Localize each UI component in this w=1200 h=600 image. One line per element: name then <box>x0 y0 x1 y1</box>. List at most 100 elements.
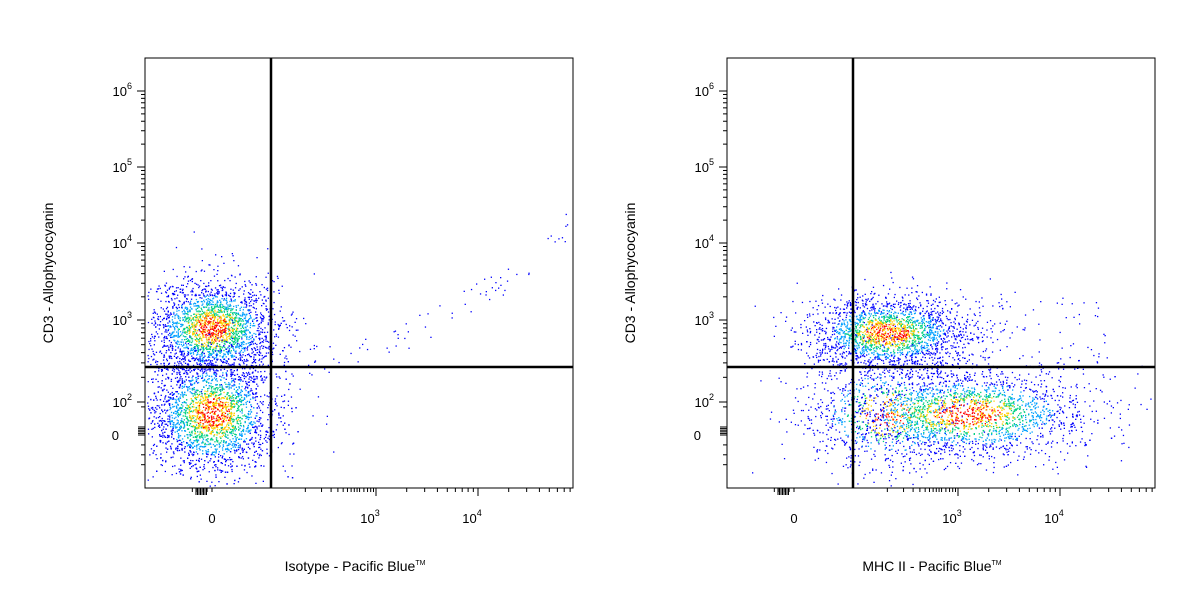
event-dot <box>247 387 249 389</box>
event-dot <box>149 454 151 456</box>
event-dot <box>180 464 182 466</box>
event-dot <box>179 288 181 290</box>
event-dot <box>173 326 175 329</box>
event-dot <box>207 398 209 401</box>
event-dot <box>196 301 198 303</box>
event-dot <box>199 364 201 366</box>
event-dot <box>183 352 185 354</box>
event-dot <box>217 387 219 389</box>
event-dot <box>193 328 195 330</box>
event-dot <box>224 308 226 310</box>
event-dot <box>223 388 225 390</box>
event-dot <box>240 377 242 379</box>
event-dot <box>228 326 230 328</box>
event-dot <box>215 404 217 406</box>
event-dot <box>233 370 235 372</box>
event-dot <box>201 343 204 345</box>
event-dot <box>186 298 188 300</box>
event-dot <box>181 409 183 412</box>
event-dot <box>232 418 234 420</box>
event-dot <box>210 332 212 335</box>
event-dot <box>220 379 222 381</box>
event-dot <box>237 323 239 325</box>
event-dot <box>201 374 204 376</box>
event-dot <box>225 307 227 309</box>
event-dot <box>206 310 208 312</box>
event-dot <box>264 370 266 373</box>
event-dot <box>231 300 233 303</box>
event-dot <box>230 299 233 301</box>
event-dot <box>219 304 221 306</box>
event-dot <box>195 463 197 465</box>
event-dot <box>206 390 208 393</box>
event-dot <box>209 439 212 441</box>
event-dot <box>226 352 229 354</box>
event-dot <box>204 313 206 316</box>
event-dot <box>244 299 246 301</box>
event-dot <box>187 364 189 366</box>
event-dot <box>272 353 274 356</box>
event-dot <box>238 347 240 349</box>
event-dot <box>253 375 255 378</box>
event-dot <box>200 478 202 480</box>
event-dot <box>163 356 166 358</box>
event-dot <box>197 318 200 320</box>
event-dot <box>280 443 283 445</box>
event-dot <box>273 329 275 331</box>
event-dot <box>326 423 328 425</box>
event-dot <box>228 382 230 384</box>
event-dot <box>229 300 231 303</box>
event-dot <box>238 393 240 395</box>
event-dot <box>246 428 248 430</box>
event-dot <box>278 325 281 328</box>
event-dot <box>229 342 231 344</box>
event-dot <box>235 282 237 285</box>
event-dot <box>203 466 205 468</box>
event-dot <box>218 350 220 352</box>
event-dot <box>189 341 191 343</box>
event-dot <box>243 317 245 319</box>
event-dot <box>250 296 252 298</box>
event-dot <box>169 332 171 334</box>
event-dot <box>208 332 210 334</box>
event-dot <box>255 425 257 427</box>
event-dot <box>227 307 229 309</box>
event-dot <box>208 362 210 364</box>
event-dot <box>193 325 195 327</box>
event-dot <box>194 302 196 304</box>
event-dot <box>218 418 220 420</box>
event-dot <box>183 386 185 388</box>
event-dot <box>248 401 251 403</box>
event-dot <box>186 434 188 436</box>
event-dot <box>199 297 201 299</box>
event-dot <box>256 320 258 322</box>
event-dot <box>249 324 252 326</box>
event-dot <box>210 431 213 433</box>
event-dot <box>200 431 203 433</box>
event-dot <box>222 321 225 323</box>
event-dot <box>198 447 200 450</box>
event-dot <box>231 429 233 431</box>
event-dot <box>226 313 229 315</box>
event-dot <box>227 358 230 360</box>
event-dot <box>196 389 198 392</box>
event-dot <box>258 323 261 325</box>
event-dot <box>172 398 174 400</box>
event-dot <box>211 481 213 483</box>
event-dot <box>155 331 157 333</box>
event-dot <box>177 314 179 317</box>
event-dot <box>239 420 241 422</box>
event-dot <box>268 341 270 343</box>
event-dot <box>248 394 250 397</box>
event-dot <box>185 317 188 320</box>
event-dot <box>191 323 193 325</box>
event-dot <box>176 326 178 328</box>
event-dot <box>213 323 215 325</box>
event-dot <box>180 341 183 343</box>
event-dot <box>242 334 244 336</box>
event-dot <box>220 360 223 362</box>
event-dot <box>184 451 186 453</box>
event-dot <box>212 316 214 318</box>
event-dot <box>201 410 204 412</box>
event-dot <box>221 256 223 258</box>
